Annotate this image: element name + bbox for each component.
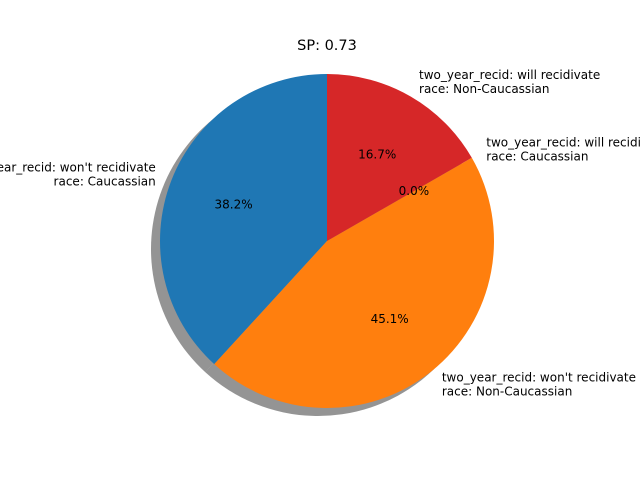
pie-slice-percent-label: 0.0% [399,184,430,198]
pie-slice-label-line: two_year_recid: won't recidivate [0,160,156,174]
pie-slice-1 [214,157,495,409]
pie-slice-label-line: race: Caucassian [54,174,156,188]
chart-title: SP: 0.73 [297,38,357,54]
pie-slice-label-line: race: Non-Caucassian [442,384,572,398]
pie-slice-label-line: two_year_recid: won't recidivate [442,370,636,384]
pie-slice-label-line: two_year_recid: will recidivate [486,135,640,149]
pie-slice-label-line: race: Caucassian [486,149,588,163]
pie-slices [160,74,495,409]
pie-slice-label: two_year_recid: won't recidivate race: No… [442,370,636,398]
pie-slice-percent-label: 16.7% [358,147,396,161]
pie-slice-percent-label: 45.1% [371,312,409,326]
pie-slice-0 [160,74,327,365]
pie-slice-percent-label: 38.2% [215,198,253,212]
pie-slice-label: two_year_recid: will recidivate race: Non… [419,68,600,96]
pie-slice-label-line: race: Non-Caucassian [419,82,549,96]
pie-slice-label-line: two_year_recid: will recidivate [419,68,600,82]
pie-slice-3 [327,74,472,241]
pie-percent-labels: 38.2% 45.1% 0.0% 16.7% [215,147,430,326]
